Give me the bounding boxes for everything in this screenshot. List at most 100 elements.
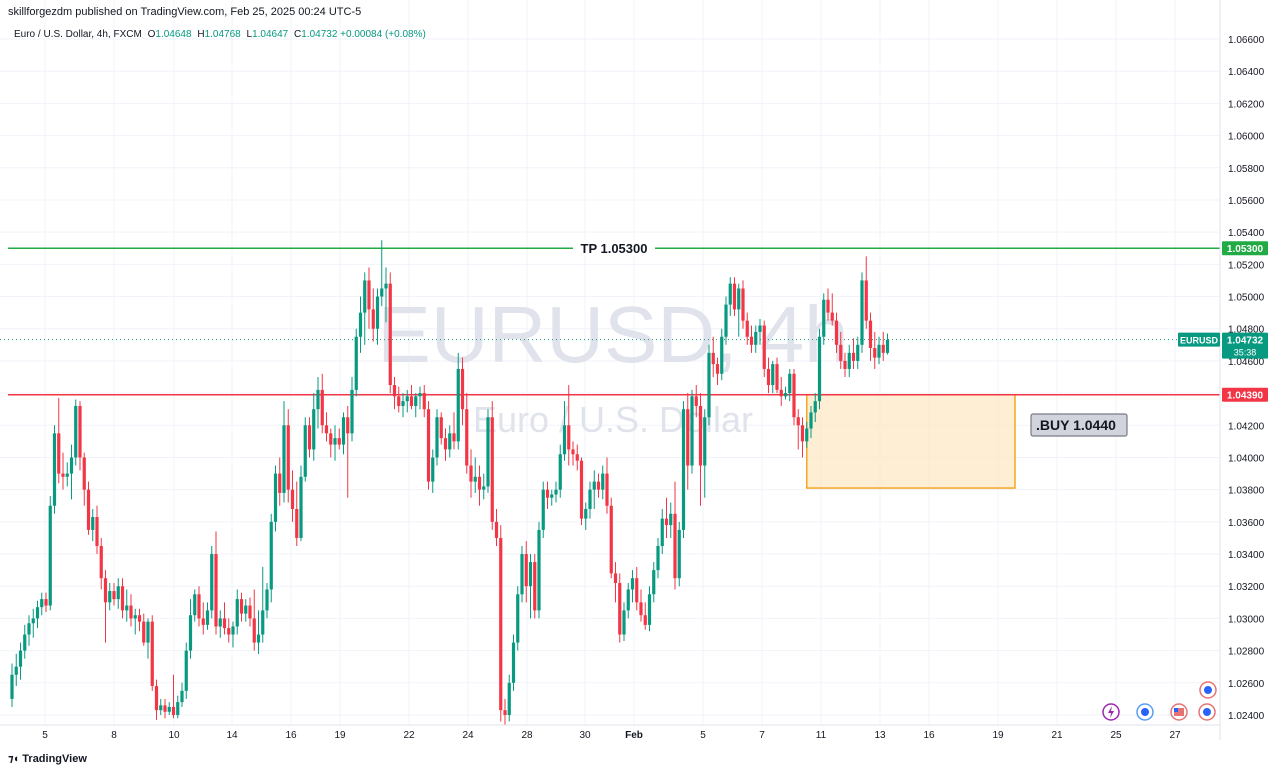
candle[interactable]: [592, 470, 596, 509]
candle[interactable]: [409, 385, 414, 410]
candle[interactable]: [184, 642, 188, 699]
candle[interactable]: [469, 449, 473, 498]
candle[interactable]: [694, 385, 698, 418]
candle[interactable]: [261, 566, 265, 643]
candle[interactable]: [652, 562, 656, 603]
candle[interactable]: [817, 328, 822, 410]
candle[interactable]: [14, 653, 18, 687]
candle[interactable]: [856, 336, 860, 369]
candle[interactable]: [520, 546, 524, 603]
candle[interactable]: [766, 357, 771, 394]
candle[interactable]: [511, 634, 516, 691]
candle[interactable]: [826, 288, 830, 321]
candle[interactable]: [443, 428, 448, 461]
candle[interactable]: [108, 583, 112, 611]
candle[interactable]: [337, 428, 341, 450]
eu-flag-icon[interactable]: [1136, 703, 1154, 721]
candle[interactable]: [150, 615, 154, 691]
candle[interactable]: [239, 592, 244, 622]
us-flag-icon[interactable]: [1170, 703, 1188, 721]
candle[interactable]: [690, 389, 694, 474]
candle[interactable]: [146, 618, 150, 659]
candle[interactable]: [558, 444, 562, 498]
candle[interactable]: [452, 412, 456, 450]
candle[interactable]: [371, 288, 375, 342]
candle[interactable]: [579, 457, 584, 526]
candle[interactable]: [418, 386, 422, 410]
candle[interactable]: [159, 698, 163, 715]
candle[interactable]: [686, 393, 690, 490]
candle[interactable]: [354, 328, 358, 397]
candle[interactable]: [622, 602, 626, 641]
candle[interactable]: [664, 497, 669, 538]
candle[interactable]: [431, 449, 435, 493]
candle[interactable]: [69, 444, 74, 500]
candle[interactable]: [218, 610, 222, 638]
candle[interactable]: [316, 377, 320, 429]
candle[interactable]: [724, 296, 728, 345]
candle[interactable]: [681, 401, 686, 538]
candle[interactable]: [601, 465, 605, 500]
candle[interactable]: [350, 377, 354, 442]
candle[interactable]: [307, 417, 312, 458]
candle[interactable]: [503, 698, 507, 725]
candle[interactable]: [533, 554, 537, 619]
candle[interactable]: [749, 325, 754, 353]
candle[interactable]: [422, 385, 426, 418]
candle[interactable]: [375, 288, 380, 345]
candle[interactable]: [397, 386, 401, 413]
candle[interactable]: [537, 521, 541, 619]
candle[interactable]: [486, 409, 490, 493]
candle[interactable]: [477, 465, 482, 506]
candle[interactable]: [618, 573, 622, 643]
candle[interactable]: [885, 333, 890, 355]
candle[interactable]: [27, 615, 31, 646]
candle[interactable]: [392, 377, 397, 410]
candle[interactable]: [524, 541, 528, 603]
candle[interactable]: [312, 393, 316, 461]
candle[interactable]: [720, 328, 724, 381]
candle[interactable]: [388, 272, 392, 394]
candle[interactable]: [95, 505, 99, 555]
candle[interactable]: [10, 663, 14, 707]
candle[interactable]: [278, 457, 282, 506]
candle[interactable]: [18, 642, 23, 680]
candle[interactable]: [324, 412, 329, 442]
candle[interactable]: [707, 344, 711, 426]
candle[interactable]: [273, 465, 278, 532]
candle[interactable]: [358, 296, 363, 353]
candle[interactable]: [881, 331, 885, 361]
candle[interactable]: [456, 352, 460, 450]
candle[interactable]: [154, 679, 159, 720]
candle[interactable]: [851, 338, 856, 369]
candle[interactable]: [265, 583, 269, 619]
candle[interactable]: [40, 592, 44, 616]
candle[interactable]: [588, 481, 592, 519]
candle[interactable]: [367, 267, 371, 329]
candle[interactable]: [775, 357, 779, 394]
candle[interactable]: [341, 412, 346, 455]
candle[interactable]: [758, 319, 762, 345]
candle[interactable]: [596, 473, 601, 498]
eu-flag-icon-2[interactable]: [1198, 703, 1216, 721]
candle[interactable]: [380, 240, 384, 307]
candle[interactable]: [295, 481, 299, 546]
candle[interactable]: [605, 457, 609, 514]
candle[interactable]: [82, 452, 86, 506]
candle[interactable]: [244, 599, 248, 622]
candle[interactable]: [868, 312, 873, 361]
candle[interactable]: [252, 589, 256, 651]
candle[interactable]: [112, 583, 116, 606]
candle[interactable]: [860, 272, 864, 353]
candle[interactable]: [711, 336, 715, 377]
candle[interactable]: [584, 502, 588, 530]
candle[interactable]: [499, 525, 503, 722]
candle[interactable]: [822, 293, 826, 345]
candle[interactable]: [426, 401, 431, 490]
candle[interactable]: [99, 537, 103, 590]
candle[interactable]: [864, 256, 868, 329]
candle[interactable]: [133, 608, 137, 635]
candle[interactable]: [669, 502, 673, 538]
candle[interactable]: [167, 702, 171, 715]
